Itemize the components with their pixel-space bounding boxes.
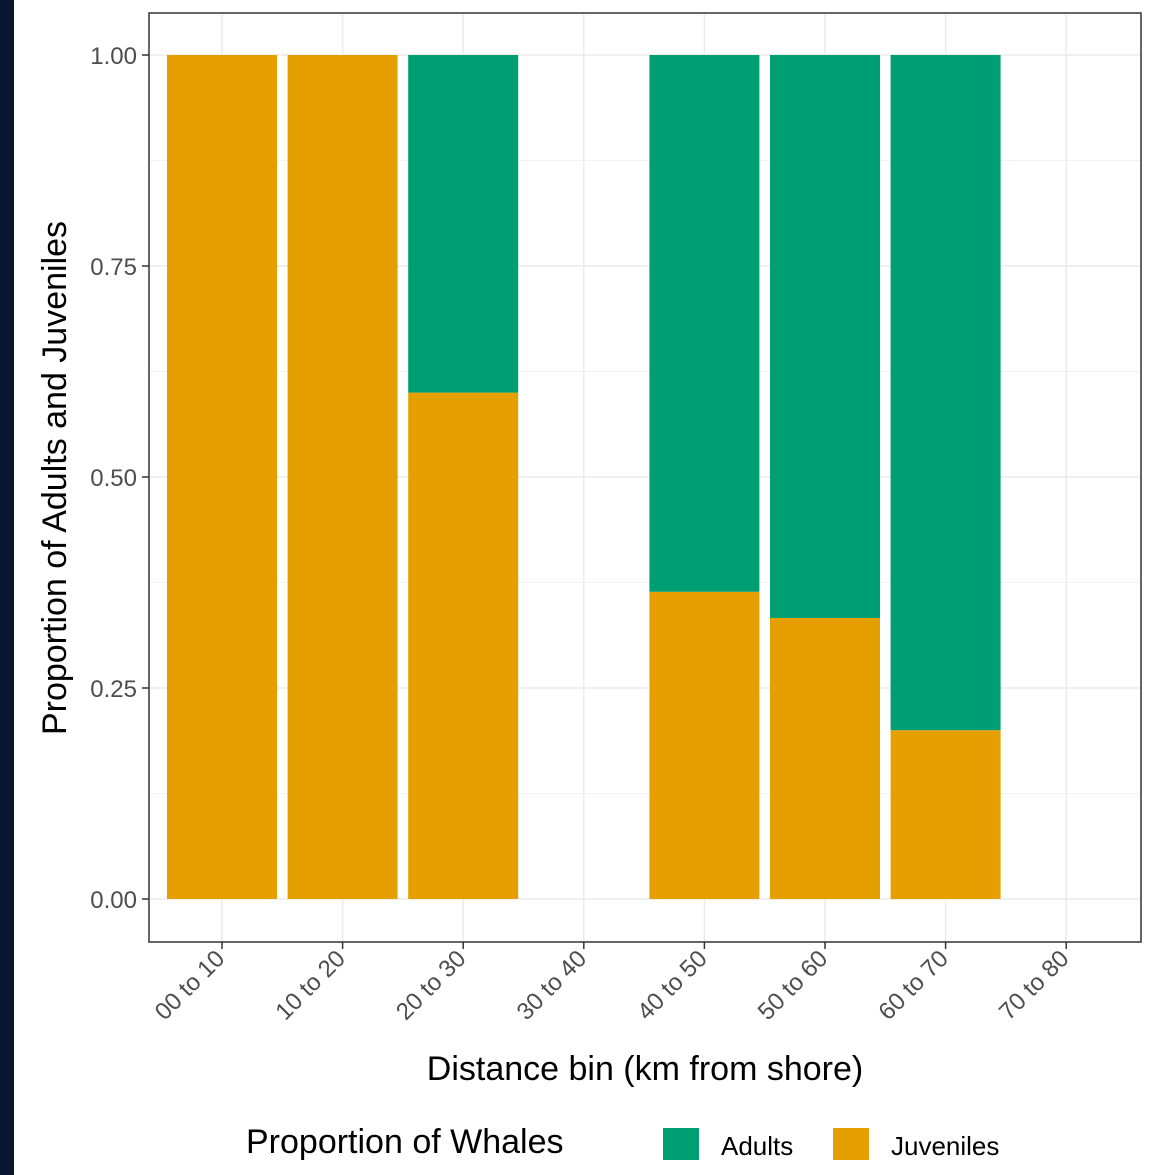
bar-juveniles-50-to-60 <box>770 617 880 899</box>
x-axis-title: Distance bin (km from shore) <box>427 1050 863 1088</box>
x-tick-label: 70 to 80 <box>994 945 1074 1025</box>
y-tick-label: 0.75 <box>90 254 137 281</box>
legend-label-adults: Adults <box>721 1131 793 1161</box>
bar-juveniles-60-to-70 <box>890 730 1001 899</box>
bar-juveniles-00-to-10 <box>167 55 277 899</box>
legend-key-juveniles <box>833 1128 869 1160</box>
legend-key-adults <box>663 1128 699 1160</box>
bar-juveniles-40-to-50 <box>649 591 760 899</box>
bar-juveniles-20-to-30 <box>408 392 519 899</box>
y-tick-label: 0.00 <box>90 887 137 914</box>
x-tick-label: 20 to 30 <box>391 945 471 1025</box>
x-tick-label: 00 to 10 <box>150 945 230 1025</box>
y-axis-title: Proportion of Adults and Juveniles <box>36 221 74 735</box>
x-tick-label: 40 to 50 <box>632 945 712 1025</box>
y-tick-label: 0.50 <box>90 465 137 492</box>
legend-title: Proportion of Whales <box>246 1123 564 1161</box>
bar-adults-40-to-50 <box>649 55 760 592</box>
legend-label-juveniles: Juveniles <box>891 1131 999 1161</box>
x-tick-label: 60 to 70 <box>873 945 953 1025</box>
bar-adults-50-to-60 <box>770 55 880 618</box>
bar-juveniles-10-to-20 <box>287 55 398 899</box>
x-tick-label: 10 to 20 <box>270 945 350 1025</box>
y-axis-ticks: 0.00 0.25 0.50 0.75 1.00 <box>90 43 149 914</box>
y-tick-label: 1.00 <box>90 43 137 70</box>
bars <box>167 55 1001 899</box>
x-tick-label: 30 to 40 <box>512 945 592 1025</box>
bar-adults-20-to-30 <box>408 55 519 393</box>
x-tick-label: 50 to 60 <box>753 945 833 1025</box>
bar-adults-60-to-70 <box>890 55 1001 731</box>
legend: Proportion of Whales Adults Juveniles <box>246 1123 999 1161</box>
x-axis-ticks: 00 to 10 10 to 20 20 to 30 30 to 40 40 to 50… <box>150 942 1074 1026</box>
y-tick-label: 0.25 <box>90 676 137 703</box>
